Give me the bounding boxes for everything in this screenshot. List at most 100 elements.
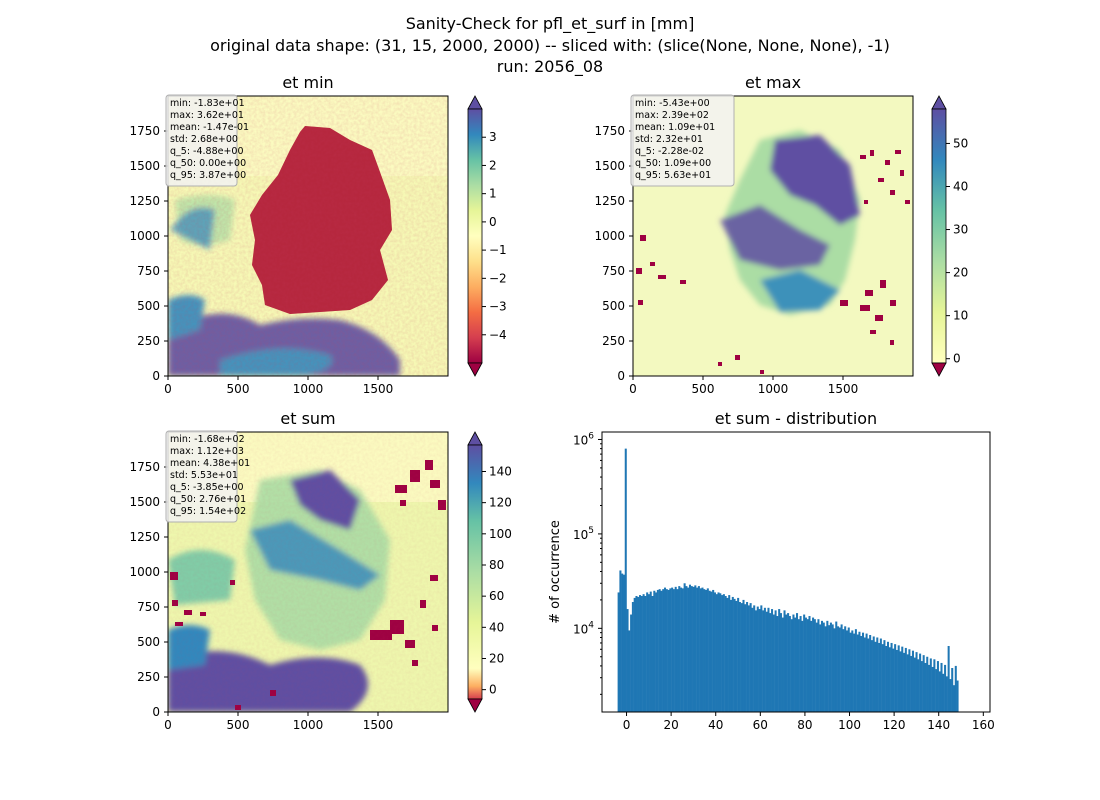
stat-line: q_50: 1.09e+00 (635, 158, 711, 169)
et-min-colorbar: 3 2 1 0 −1 −2 −3 −4 (467, 95, 507, 377)
histogram-frame (601, 431, 991, 713)
histogram-bar (862, 632, 865, 712)
et-min-xtick: 500 (227, 382, 250, 396)
histogram-bar (626, 609, 629, 712)
histogram-bar (835, 621, 838, 712)
stat-line: min: -1.68e+02 (170, 434, 245, 445)
stat-line: mean: -1.47e-01 (170, 122, 249, 133)
histogram-bar (901, 646, 904, 712)
colorbar-tick-label: 20 (489, 651, 504, 665)
histogram-bar (662, 589, 665, 712)
histogram-bar (819, 624, 822, 712)
histogram-bar (951, 668, 954, 712)
histogram-bar (696, 587, 699, 712)
et-sum-ytick: 500 (137, 635, 160, 649)
histogram-bar (940, 662, 943, 712)
colorbar-tick-label: 20 (953, 266, 968, 280)
panel-et-sum-distribution: et sum - distribution 0 20 40 60 80 100 120 140… (548, 409, 995, 732)
et-sum-ytick: 1250 (129, 530, 160, 544)
et-max-ytick: 1500 (594, 159, 625, 173)
histogram-bar (892, 648, 895, 712)
histogram-bar (769, 613, 772, 712)
histogram-bar (683, 583, 686, 712)
histogram-bar (649, 591, 652, 712)
histogram-bar (681, 588, 684, 712)
histogram-bar (874, 641, 877, 712)
histogram-bar (790, 619, 793, 712)
histogram-yaxis: 104 105 106 (573, 431, 602, 695)
histogram-bar (890, 642, 893, 712)
stat-line: std: 2.32e+01 (635, 134, 703, 145)
histogram-bar (747, 605, 750, 712)
histogram-bar (680, 587, 683, 712)
histogram-bar (772, 614, 775, 712)
colorbar-tick-label: −1 (489, 243, 507, 257)
histogram-bar (854, 629, 857, 712)
colorbar-tick-label: 100 (489, 527, 512, 541)
histogram-bar (646, 592, 649, 712)
histogram-bar (642, 594, 645, 712)
histogram-bar (628, 630, 631, 712)
histogram-bar (853, 633, 856, 712)
histogram-bar (776, 616, 779, 712)
et-sum-yaxis: 0 250 500 750 1000 1250 1500 1750 (129, 460, 168, 719)
histogram-bar (753, 605, 756, 712)
histogram-bar (869, 634, 872, 712)
histogram-bar (799, 616, 802, 712)
histogram-bar (667, 589, 670, 712)
histogram-bar (639, 595, 642, 712)
histogram-bar (754, 610, 758, 712)
histogram-xtick-label: 160 (972, 718, 995, 732)
histogram-bar (774, 610, 777, 712)
colorbar-tick-label: 1 (489, 187, 497, 201)
et-min-xtick: 0 (164, 382, 172, 396)
histogram-bar (751, 607, 754, 712)
histogram-bar (731, 596, 734, 712)
histogram-bar (849, 632, 852, 712)
et-min-title: et min (282, 73, 333, 92)
histogram-xtick-label: 80 (797, 718, 812, 732)
histogram-bar (617, 592, 620, 712)
histogram-bar (658, 589, 661, 712)
histogram-bar (922, 655, 925, 712)
histogram-bar (845, 630, 848, 712)
histogram-bar (781, 617, 784, 712)
histogram-bar (792, 614, 795, 712)
histogram-bar (933, 659, 936, 712)
et-min-yaxis: 0 250 500 750 1000 1250 1500 1750 (129, 124, 168, 383)
histogram-bar (676, 589, 679, 712)
histogram-bar (831, 624, 834, 712)
colorbar-tick-label: −3 (489, 300, 507, 314)
panel-et-min: et min 0 500 1000 1500 (129, 73, 506, 396)
histogram-bar (917, 659, 920, 712)
histogram-bar (928, 664, 931, 712)
histogram-bar (758, 609, 761, 712)
stat-line: min: -5.43e+00 (635, 98, 710, 109)
stat-line: min: -1.83e+01 (170, 98, 245, 109)
histogram-bar (929, 658, 932, 712)
figure-title-line-2: original data shape: (31, 15, 2000, 2000… (210, 36, 890, 55)
histogram-bar (926, 656, 929, 712)
histogram-bar (630, 614, 633, 712)
et-sum-xtick: 0 (164, 718, 172, 732)
et-sum-colorbar: 140 120 100 80 60 40 20 0 (467, 431, 512, 713)
histogram-bar (872, 636, 875, 712)
histogram-bar (760, 605, 763, 712)
et-sum-ytick: 0 (152, 705, 160, 719)
histogram-bar (801, 620, 804, 712)
histogram-bar (708, 590, 711, 712)
histogram-bar (703, 589, 706, 712)
et-sum-ytick: 1750 (129, 460, 160, 474)
histogram-bar (783, 610, 786, 712)
histogram-bar (803, 614, 806, 712)
colorbar-tick-label: 0 (489, 215, 497, 229)
histogram-xtick-label: 20 (663, 718, 678, 732)
colorbar-tick-label: −4 (489, 328, 507, 342)
histogram-ytick-label: 104 (573, 620, 594, 636)
et-min-ytick: 250 (137, 334, 160, 348)
histogram-bar (838, 627, 841, 712)
histogram-bar (822, 622, 825, 712)
histogram-bar (749, 603, 752, 712)
colorbar-tick-label: 50 (953, 136, 968, 150)
